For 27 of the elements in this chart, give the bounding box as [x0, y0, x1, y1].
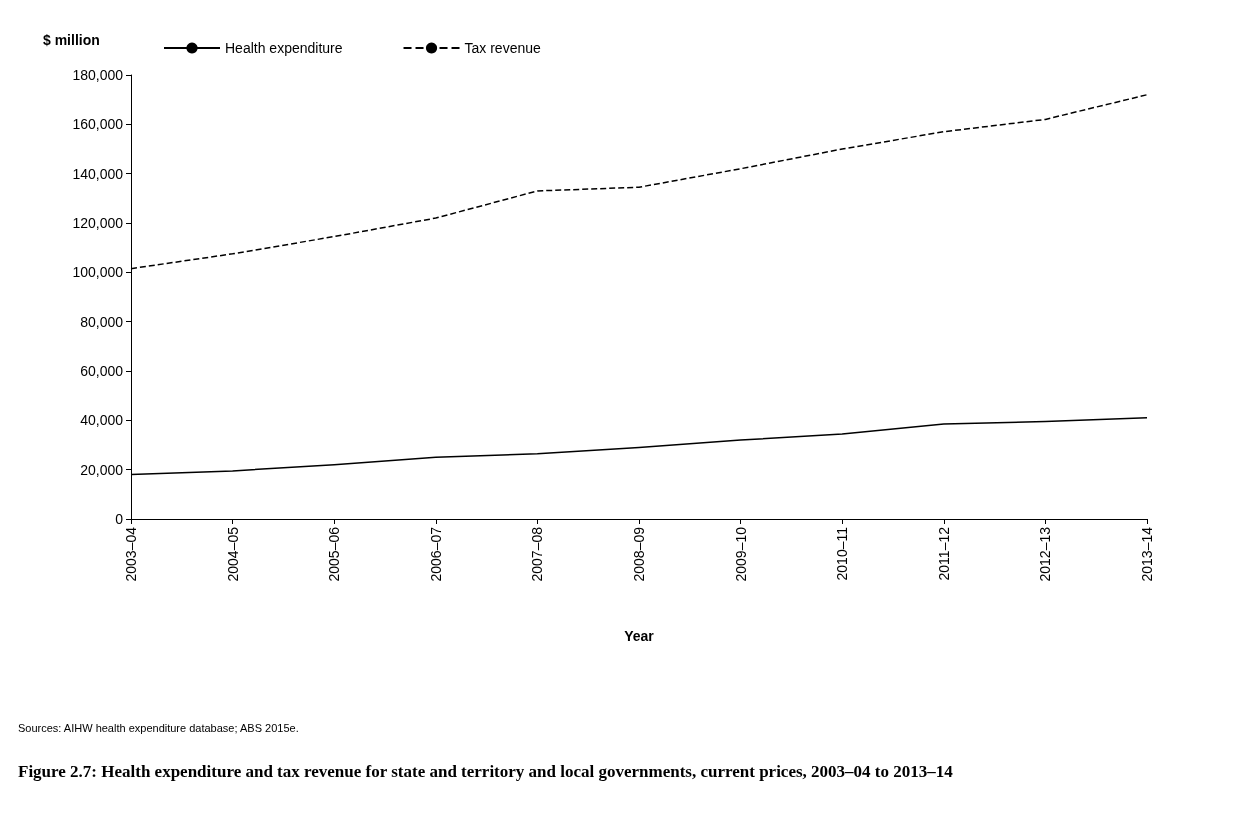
y-tick-label: 80,000: [80, 313, 124, 330]
x-tick-label: 2011–12: [935, 526, 952, 581]
legend-label: Tax revenue: [464, 40, 542, 56]
y-tick-label: 160,000: [72, 116, 124, 133]
y-tick-label: 20,000: [80, 461, 124, 478]
x-tick-label: 2013–14: [1139, 526, 1155, 582]
text: Figure 2.7: Health expenditure and tax revenue for state and territory and local governments, current prices, 2003–04 to 2013–14: [18, 761, 954, 781]
y-tick-label: 40,000: [80, 412, 124, 429]
x-tick-label: 2003–04: [123, 526, 139, 582]
x-tick-label: 2007–08: [529, 526, 546, 582]
y-axis-title: $ million: [43, 32, 100, 48]
y-tick-label: 120,000: [72, 215, 124, 231]
x-tick-label: 2005–06: [326, 526, 343, 582]
y-tick-label: 0: [115, 511, 124, 527]
y-tick-label: 100,000: [72, 264, 124, 281]
source-note: Sources: AIHW health expenditure database; ABS 2015e.: [18, 721, 299, 734]
legend-label: Health expenditure: [225, 40, 343, 56]
x-tick-label: 2008–09: [631, 526, 647, 582]
y-tick-label: 140,000: [72, 165, 124, 182]
x-tick-label: 2012–13: [1037, 526, 1054, 582]
x-axis-title: Year: [624, 628, 655, 644]
x-tick-label: 2010–11: [834, 526, 851, 581]
x-tick-label: 2006–07: [427, 526, 444, 582]
y-tick-label: 180,000: [72, 67, 124, 83]
x-tick-label: 2004–05: [224, 526, 241, 582]
x-tick-label: 2009–10: [732, 526, 749, 582]
y-tick-label: 60,000: [80, 363, 124, 379]
